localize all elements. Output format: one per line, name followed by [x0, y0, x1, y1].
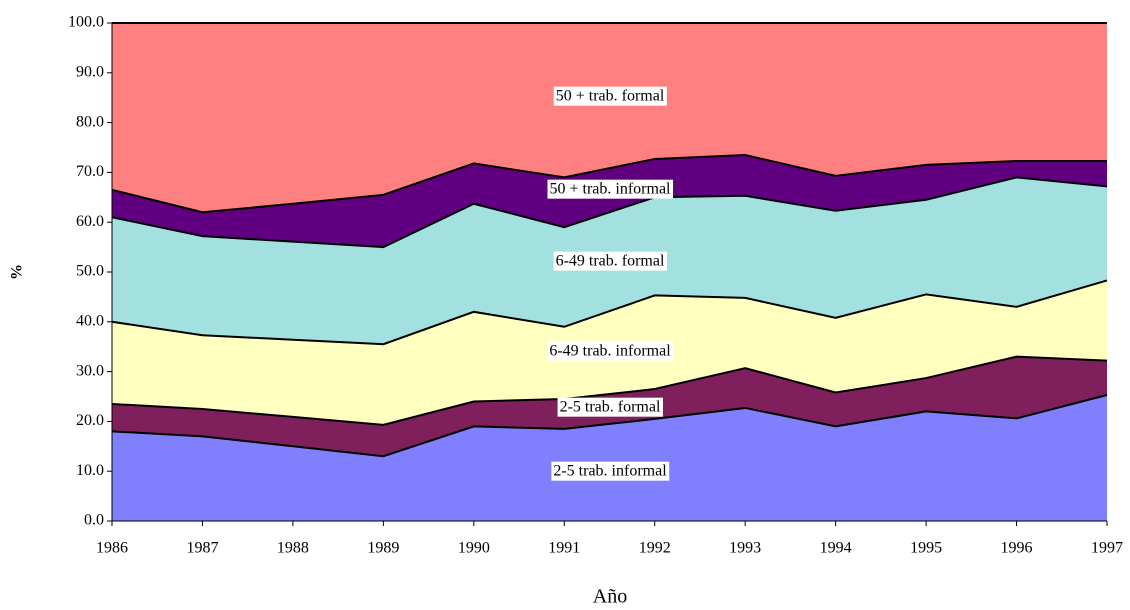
- area: [112, 23, 1107, 213]
- label-background: [557, 397, 663, 417]
- y-tick-label: 100.0: [68, 14, 104, 31]
- label-background: [553, 251, 667, 271]
- series-label-group: 6-49 trab. formal: [553, 251, 667, 271]
- series-label-group: 2-5 trab. formal: [557, 397, 663, 417]
- area-edge: [111, 394, 1108, 458]
- x-tick-label: 1991: [548, 540, 580, 557]
- series-label: 2-5 trab. informal: [553, 463, 667, 480]
- series-label: 50 + trab. formal: [556, 88, 665, 105]
- x-tick-label: 1986: [96, 540, 128, 557]
- y-tick-label: 10.0: [76, 462, 104, 479]
- x-tick-label: 1994: [820, 540, 852, 557]
- label-background: [553, 86, 667, 106]
- series-label: 2-5 trab. formal: [560, 399, 661, 416]
- x-tick-label: 1988: [277, 540, 309, 557]
- area-edge: [111, 279, 1108, 346]
- series-label: 6-49 trab. informal: [549, 343, 671, 360]
- y-tick-label: 40.0: [76, 312, 104, 329]
- area-edge: [111, 176, 1108, 249]
- y-tick-label: 80.0: [76, 113, 104, 130]
- x-axis-title: Año: [593, 586, 627, 608]
- label-background: [551, 461, 670, 481]
- series-label-group: 6-49 trab. informal: [547, 341, 674, 361]
- y-tick-label: 70.0: [76, 163, 104, 180]
- x-tick-label: 1992: [639, 540, 671, 557]
- area-edge: [111, 355, 1108, 426]
- label-background: [547, 179, 674, 199]
- series-label: 6-49 trab. formal: [556, 253, 665, 270]
- series-label-group: 50 + trab. informal: [547, 179, 674, 199]
- series-label-group: 50 + trab. formal: [553, 86, 667, 106]
- series-label: 50 + trab. informal: [550, 181, 672, 198]
- x-tick-label: 1993: [729, 540, 761, 557]
- y-tick-label: 30.0: [76, 362, 104, 379]
- x-tick-label: 1987: [186, 540, 218, 557]
- y-tick-label: 20.0: [76, 412, 104, 429]
- area: [112, 154, 1107, 248]
- x-tick-label: 1989: [367, 540, 399, 557]
- x-tick-label: 1996: [1001, 540, 1033, 557]
- area: [112, 395, 1107, 521]
- series-label-group: 2-5 trab. informal: [551, 461, 670, 481]
- y-tick-label: 60.0: [76, 213, 104, 230]
- y-tick-label: 0.0: [84, 512, 104, 529]
- y-tick-label: 90.0: [76, 63, 104, 80]
- x-tick-label: 1995: [910, 540, 942, 557]
- y-axis-title: %: [9, 264, 26, 280]
- y-tick-label: 50.0: [76, 263, 104, 280]
- label-background: [547, 341, 674, 361]
- area-edge: [111, 153, 1107, 214]
- x-tick-label: 1990: [458, 540, 490, 557]
- x-tick-label: 1997: [1091, 540, 1123, 557]
